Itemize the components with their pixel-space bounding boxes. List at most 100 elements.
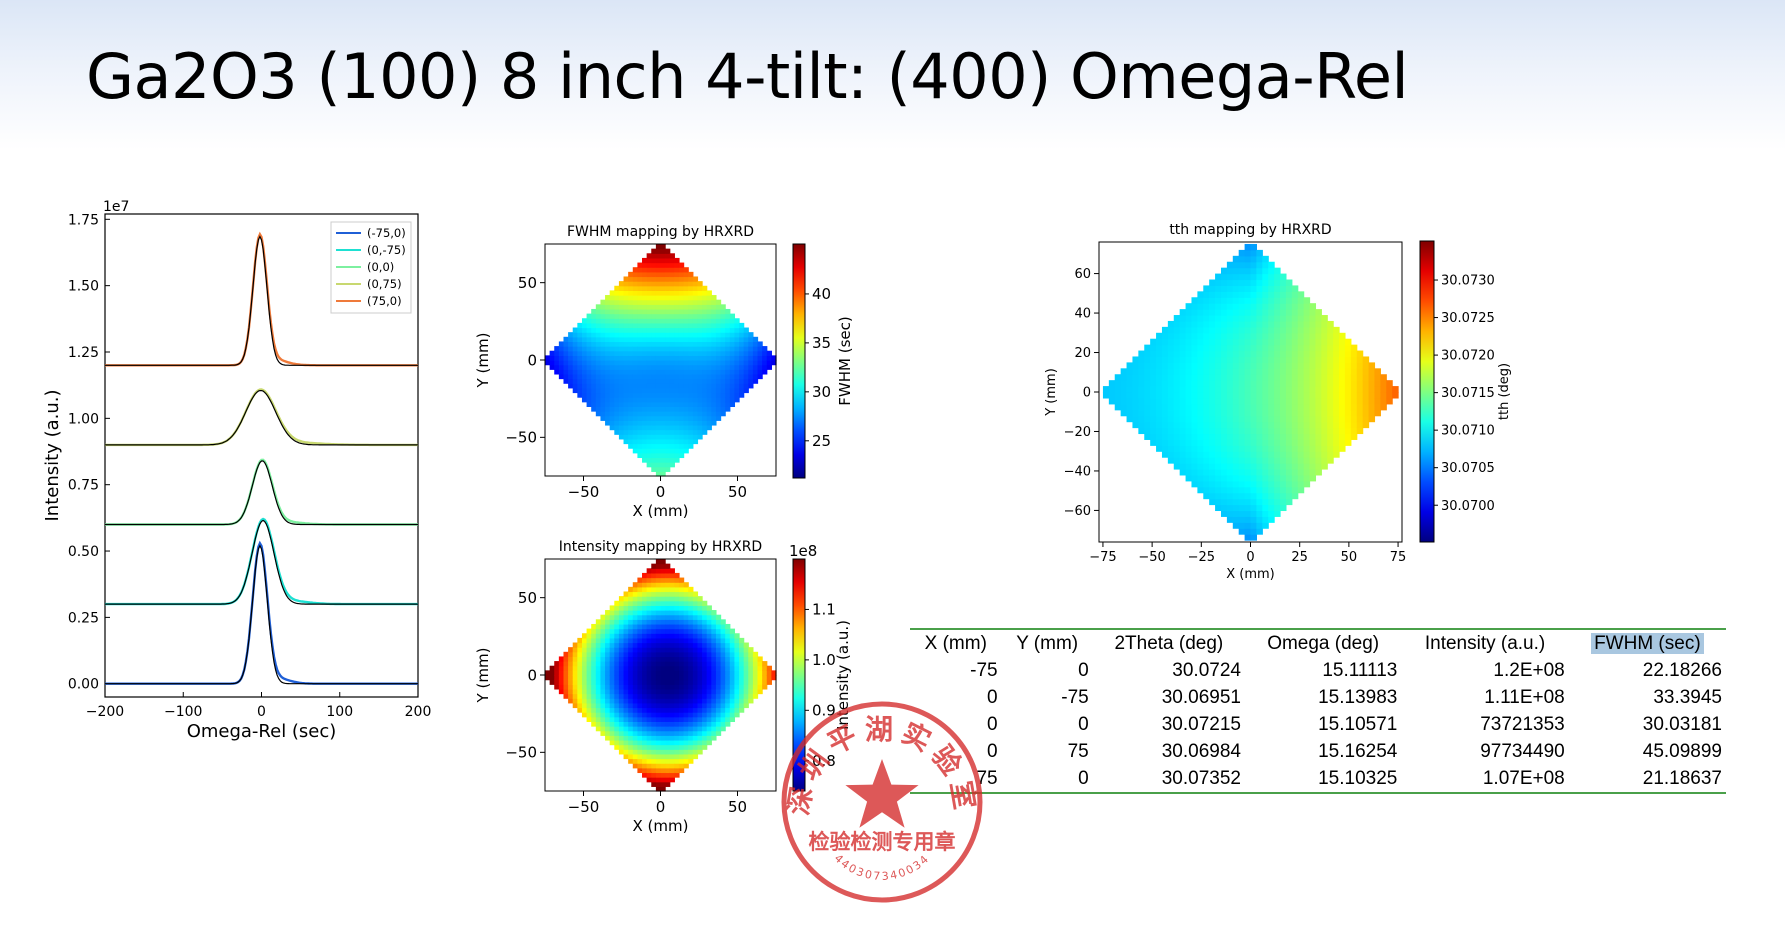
- map-title: Intensity mapping by HRXRD: [559, 539, 762, 555]
- y-tick-label: 1.00: [68, 411, 99, 427]
- table-cell: 22.18266: [1642, 659, 1722, 681]
- colorbar-tick-label: 40: [812, 285, 831, 303]
- inspection-stamp: 深圳平湖实验室 检验检测专用章 440307340034: [781, 701, 983, 903]
- table-cell: 30.03181: [1642, 713, 1722, 735]
- fwhm-map-chart: FWHM mapping by HRXRD −50 0 50 −50 0 50 X (mm) Y…: [474, 224, 854, 520]
- y-tick-label: 50: [518, 589, 537, 607]
- table-cell: 15.13983: [1318, 686, 1398, 708]
- x-tick-label: 100: [326, 704, 353, 720]
- omega-scan-chart: −200 −100 0 100 200 0.00 0.25 0.50 0.75 1.00 1.25 1…: [42, 199, 431, 742]
- column-header-fwhm: FWHM (sec): [1569, 629, 1726, 657]
- table-header-row: X (mm) Y (mm) 2Theta (deg) Omega (deg) I…: [910, 629, 1726, 657]
- legend-entry: (75,0): [367, 294, 402, 308]
- colorbar-tick-label: 30: [812, 383, 831, 401]
- colorbar: [792, 558, 806, 792]
- table-cell: -75: [1061, 686, 1089, 708]
- x-axis-label: X (mm): [633, 502, 689, 520]
- x-tick-label: 0: [656, 483, 666, 501]
- fit-line: [105, 544, 418, 685]
- x-tick-label: −50: [568, 483, 600, 501]
- table-cell: -75: [970, 659, 998, 681]
- table-row: 0 0 30.07215 15.10571 73721353 30.03181: [910, 711, 1726, 738]
- tth-map-chart: tth mapping by HRXRD −75 −50 −25 0 25 50 75 −60 −…: [1044, 222, 1512, 582]
- x-tick-label: 75: [1390, 550, 1407, 565]
- colorbar-tick-label: 35: [812, 334, 831, 352]
- table-row: 0 -75 30.06951 15.13983 1.11E+08 33.3945: [910, 684, 1726, 711]
- y-axis-label: Intensity (a.u.): [42, 390, 63, 522]
- highlighted-header: FWHM (sec): [1591, 632, 1704, 654]
- heatmap-cells: [1102, 243, 1399, 541]
- fit-line: [105, 390, 418, 446]
- series-line: [105, 517, 418, 606]
- x-tick-label: 50: [728, 798, 747, 816]
- series-line: [105, 540, 418, 685]
- stamp-star-icon: [845, 759, 919, 828]
- x-tick-label: 0: [656, 798, 666, 816]
- colorbar-tick-label: 30.0720: [1441, 349, 1495, 364]
- slide-title: Ga2O3 (100) 8 inch 4-tilt: (400) Omega-R…: [86, 40, 1409, 113]
- table-cell: 15.10571: [1318, 713, 1398, 735]
- legend-entry: (0,-75): [367, 243, 406, 257]
- results-table: X (mm) Y (mm) 2Theta (deg) Omega (deg) I…: [910, 628, 1726, 794]
- table-cell: 0: [1078, 767, 1089, 789]
- table-cell: 0: [1078, 713, 1089, 735]
- colorbar-tick-label: 30.0705: [1441, 461, 1495, 476]
- colorbar-offset-text: 1e8: [789, 542, 817, 560]
- table-cell: 15.16254: [1318, 740, 1398, 762]
- legend-entry: (-75,0): [367, 226, 406, 240]
- y-tick-label: 0: [527, 666, 537, 684]
- y-tick-label: −50: [505, 744, 537, 762]
- table-cell: 0: [987, 713, 998, 735]
- y-tick-label: 0.75: [68, 478, 99, 494]
- map-title: FWHM mapping by HRXRD: [567, 224, 754, 240]
- table-cell: 30.07352: [1161, 767, 1241, 789]
- stamp-bottom-text: 检验检测专用章: [809, 830, 956, 854]
- table-row: -75 0 30.0724 15.11113 1.2E+08 22.18266: [910, 657, 1726, 684]
- table-cell: 21.18637: [1642, 767, 1722, 789]
- table-cell: 45.09899: [1642, 740, 1722, 762]
- y-tick-label: 20: [1074, 346, 1091, 361]
- table-cell: 30.06951: [1161, 686, 1241, 708]
- table-cell: 0: [987, 740, 998, 762]
- column-header: Y (mm): [1016, 632, 1079, 654]
- x-axis-label: X (mm): [1226, 567, 1275, 582]
- y-tick-label: 0: [1083, 386, 1091, 401]
- y-tick-label: 1.25: [68, 345, 99, 361]
- table-cell: 1.11E+08: [1484, 686, 1565, 708]
- table-row: 0 75 30.06984 15.16254 97734490 45.09899: [910, 738, 1726, 765]
- y-tick-label: 0: [527, 351, 537, 369]
- y-tick-label: −20: [1064, 425, 1091, 440]
- colorbar-tick-label: 0.8: [812, 752, 836, 770]
- y-tick-label: 0.50: [68, 544, 99, 560]
- series-line: [105, 388, 418, 447]
- y-offset-text: 1e7: [103, 199, 129, 215]
- fit-line: [105, 235, 418, 366]
- colorbar-tick-label: 30.0730: [1441, 274, 1495, 289]
- table-cell: 1.07E+08: [1482, 767, 1565, 789]
- colorbar-tick-label: 30.0725: [1441, 311, 1495, 326]
- stamp-ring: [781, 701, 983, 903]
- y-axis-label: Y (mm): [1044, 368, 1059, 417]
- x-tick-label: −50: [568, 798, 600, 816]
- legend-entry: (0,0): [367, 260, 394, 274]
- table-cell: 97734490: [1480, 740, 1565, 762]
- map-title: tth mapping by HRXRD: [1169, 222, 1331, 238]
- colorbar-label: Intensity (a.u.): [834, 620, 852, 730]
- table-cell: 0: [1078, 659, 1089, 681]
- colorbar-tick-label: 25: [812, 432, 831, 450]
- y-axis-label: Y (mm): [474, 648, 492, 704]
- heatmap-cells: [545, 559, 777, 792]
- legend-entry: (0,75): [367, 277, 402, 291]
- colorbar-tick-label: 0.9: [812, 702, 836, 720]
- fit-line: [105, 460, 418, 526]
- x-axis-label: Omega-Rel (sec): [187, 721, 337, 742]
- colorbar: [792, 243, 806, 479]
- colorbar-tick-label: 1.1: [812, 601, 836, 619]
- y-tick-label: 50: [518, 274, 537, 292]
- y-tick-label: 40: [1074, 307, 1091, 322]
- x-tick-label: −100: [164, 704, 202, 720]
- x-tick-label: −25: [1188, 550, 1215, 565]
- y-tick-label: 1.75: [68, 212, 99, 228]
- x-tick-label: 50: [1341, 550, 1358, 565]
- table-row: 75 0 30.07352 15.10325 1.07E+08 21.18637: [910, 765, 1726, 793]
